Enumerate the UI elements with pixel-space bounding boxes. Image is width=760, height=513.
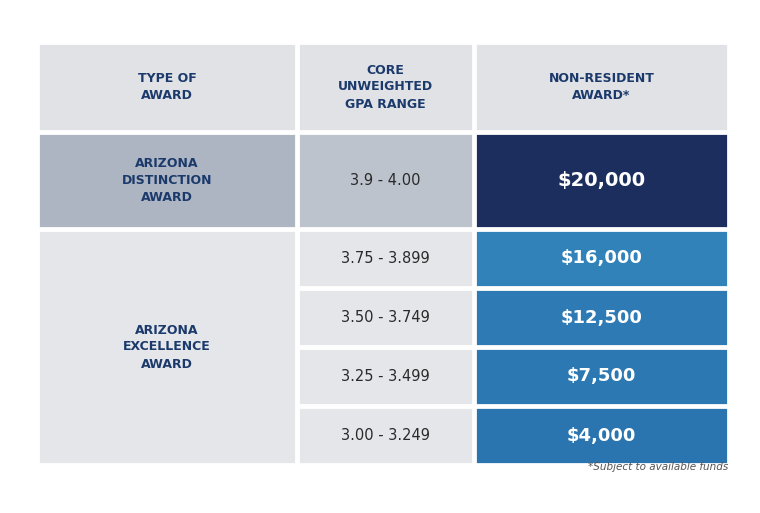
- Text: $12,500: $12,500: [561, 308, 642, 326]
- Bar: [38, 43, 296, 131]
- Bar: [475, 407, 728, 464]
- Text: TYPE OF
AWARD: TYPE OF AWARD: [138, 72, 196, 102]
- Bar: [475, 43, 728, 131]
- Bar: [38, 230, 296, 464]
- Bar: [298, 230, 473, 287]
- Bar: [475, 133, 728, 228]
- Text: 3.9 - 4.00: 3.9 - 4.00: [350, 173, 421, 188]
- Text: CORE
UNWEIGHTED
GPA RANGE: CORE UNWEIGHTED GPA RANGE: [338, 64, 433, 110]
- Bar: [475, 230, 728, 287]
- Text: $16,000: $16,000: [561, 249, 642, 267]
- Bar: [38, 133, 296, 228]
- Bar: [298, 407, 473, 464]
- Bar: [298, 289, 473, 346]
- Text: ARIZONA
DISTINCTION
AWARD: ARIZONA DISTINCTION AWARD: [122, 157, 212, 204]
- Bar: [298, 348, 473, 405]
- Text: ARIZONA
EXCELLENCE
AWARD: ARIZONA EXCELLENCE AWARD: [123, 324, 211, 370]
- Text: 3.75 - 3.899: 3.75 - 3.899: [341, 251, 430, 266]
- Text: 3.25 - 3.499: 3.25 - 3.499: [341, 369, 430, 384]
- Text: NON-RESIDENT
AWARD*: NON-RESIDENT AWARD*: [549, 72, 654, 102]
- Bar: [298, 133, 473, 228]
- Bar: [475, 289, 728, 346]
- Text: *Subject to available funds: *Subject to available funds: [587, 462, 728, 472]
- Bar: [475, 348, 728, 405]
- Text: 3.00 - 3.249: 3.00 - 3.249: [341, 428, 430, 443]
- Text: $20,000: $20,000: [557, 171, 645, 190]
- Bar: [298, 43, 473, 131]
- Text: $7,500: $7,500: [567, 367, 636, 385]
- Text: 3.50 - 3.749: 3.50 - 3.749: [341, 310, 430, 325]
- Bar: [38, 43, 728, 458]
- Text: $4,000: $4,000: [567, 426, 636, 444]
